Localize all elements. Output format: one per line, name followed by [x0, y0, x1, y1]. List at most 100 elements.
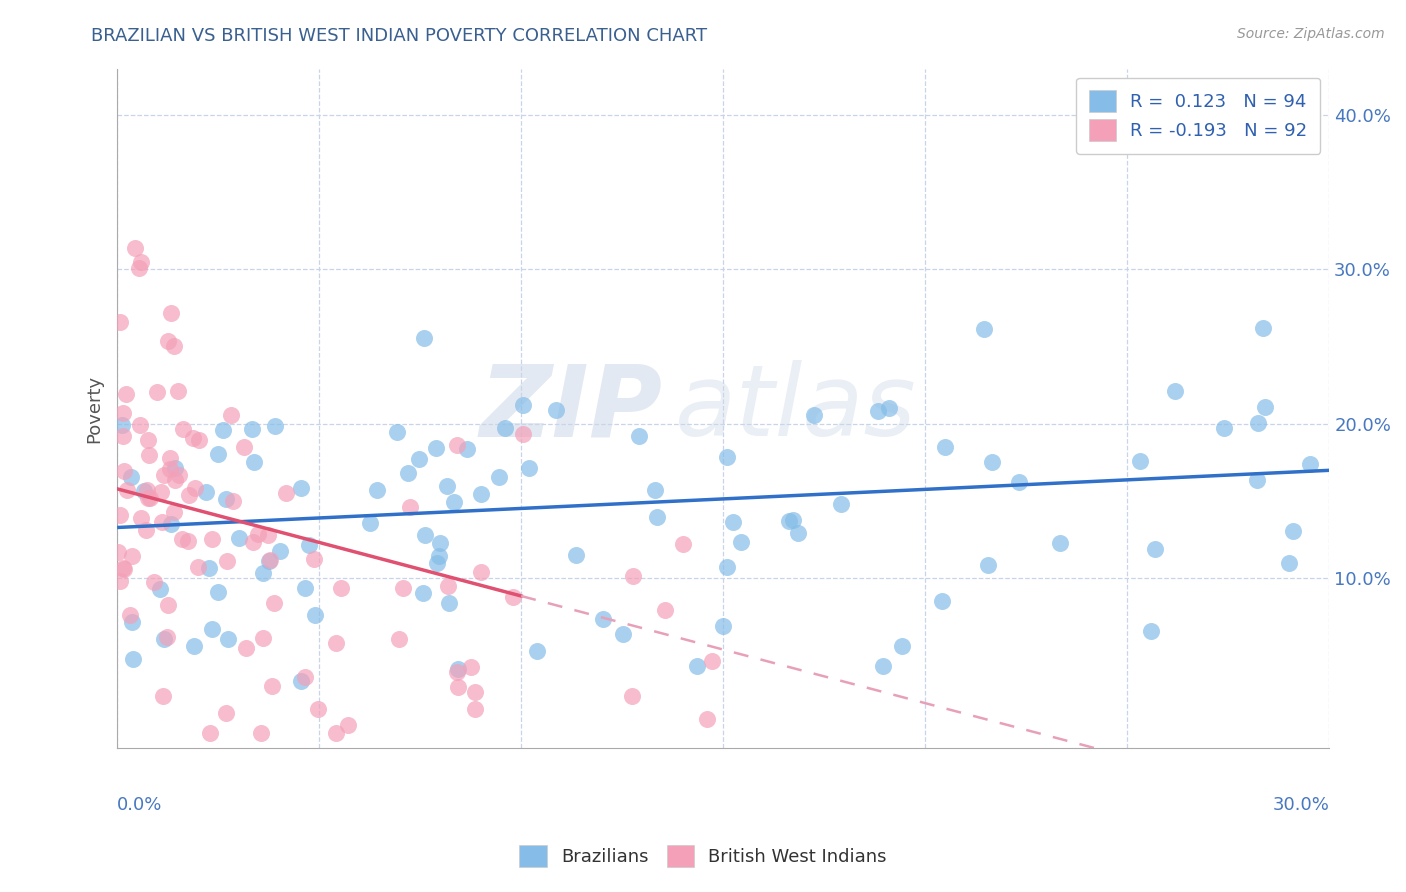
Point: [1213, 420, 1236, 434]
Point: [152, 632, 174, 646]
Point: [128, 418, 150, 433]
Point: [336, 718, 359, 732]
Point: [512, 398, 534, 412]
Point: [290, 674, 312, 689]
Point: [700, 654, 723, 668]
Point: [121, 615, 143, 629]
Point: [502, 590, 524, 604]
Point: [188, 433, 211, 447]
Point: [183, 481, 205, 495]
Point: [131, 511, 153, 525]
Point: [187, 560, 209, 574]
Text: atlas: atlas: [675, 360, 917, 457]
Point: [470, 487, 492, 501]
Point: [111, 417, 134, 432]
Point: [207, 447, 229, 461]
Point: [621, 689, 644, 703]
Point: [517, 460, 540, 475]
Point: [156, 599, 179, 613]
Point: [778, 514, 800, 528]
Point: [686, 659, 709, 673]
Point: [696, 712, 718, 726]
Point: [136, 433, 159, 447]
Point: [121, 652, 143, 666]
Point: [124, 241, 146, 255]
Point: [132, 484, 155, 499]
Point: [872, 658, 894, 673]
Point: [252, 566, 274, 580]
Text: ZIP: ZIP: [479, 360, 662, 457]
Point: [654, 603, 676, 617]
Point: [207, 584, 229, 599]
Point: [143, 574, 166, 589]
Point: [215, 492, 238, 507]
Point: [425, 556, 447, 570]
Point: [215, 706, 238, 720]
Point: [1246, 473, 1268, 487]
Point: [259, 553, 281, 567]
Point: [446, 665, 468, 679]
Point: [830, 498, 852, 512]
Point: [359, 516, 381, 531]
Point: [877, 401, 900, 415]
Text: Source: ZipAtlas.com: Source: ZipAtlas.com: [1237, 27, 1385, 41]
Point: [782, 512, 804, 526]
Point: [464, 685, 486, 699]
Point: [162, 505, 184, 519]
Point: [437, 578, 460, 592]
Point: [243, 455, 266, 469]
Point: [980, 455, 1002, 469]
Point: [612, 627, 634, 641]
Point: [526, 644, 548, 658]
Point: [427, 549, 450, 563]
Point: [446, 438, 468, 452]
Point: [183, 640, 205, 654]
Legend: R =  0.123   N = 94, R = -0.193   N = 92: R = 0.123 N = 94, R = -0.193 N = 92: [1077, 78, 1320, 154]
Point: [931, 594, 953, 608]
Point: [387, 425, 409, 440]
Point: [671, 537, 693, 551]
Point: [156, 630, 179, 644]
Point: [252, 631, 274, 645]
Point: [263, 418, 285, 433]
Point: [644, 483, 666, 497]
Point: [246, 527, 269, 541]
Point: [413, 528, 436, 542]
Point: [294, 581, 316, 595]
Point: [233, 440, 256, 454]
Point: [112, 561, 135, 575]
Point: [366, 483, 388, 497]
Point: [392, 582, 415, 596]
Point: [139, 491, 162, 506]
Point: [262, 679, 284, 693]
Point: [408, 452, 430, 467]
Point: [201, 533, 224, 547]
Point: [269, 543, 291, 558]
Point: [647, 509, 669, 524]
Point: [512, 426, 534, 441]
Point: [257, 554, 280, 568]
Point: [110, 508, 132, 523]
Point: [170, 533, 193, 547]
Point: [488, 469, 510, 483]
Point: [136, 491, 159, 505]
Point: [977, 558, 1000, 573]
Point: [1129, 454, 1152, 468]
Point: [592, 612, 614, 626]
Legend: Brazilians, British West Indians: Brazilians, British West Indians: [512, 838, 894, 874]
Point: [1253, 320, 1275, 334]
Point: [194, 484, 217, 499]
Point: [146, 385, 169, 400]
Point: [546, 403, 568, 417]
Point: [115, 386, 138, 401]
Point: [447, 680, 470, 694]
Point: [329, 582, 352, 596]
Point: [159, 451, 181, 466]
Point: [628, 429, 651, 443]
Text: BRAZILIAN VS BRITISH WEST INDIAN POVERTY CORRELATION CHART: BRAZILIAN VS BRITISH WEST INDIAN POVERTY…: [91, 27, 707, 45]
Point: [721, 515, 744, 529]
Point: [730, 535, 752, 549]
Point: [149, 485, 172, 500]
Point: [112, 464, 135, 478]
Point: [201, 622, 224, 636]
